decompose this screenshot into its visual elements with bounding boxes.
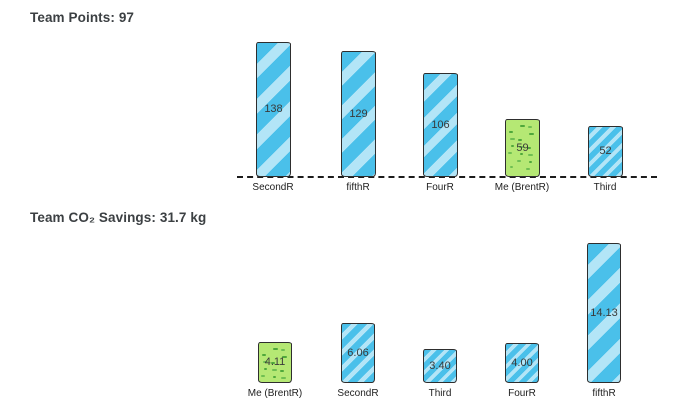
speckle-texture-mark [280,370,284,372]
x-axis-label-fifthr: fifthR [592,388,616,399]
x-axis-label-fourr: FourR [426,182,454,193]
speckle-texture-mark [281,377,286,379]
speckle-texture-mark [526,168,530,170]
bar-third: 52 [588,126,623,177]
x-axis-dashed-baseline [237,176,657,178]
speckle-texture-mark [264,368,267,370]
speckle-texture-mark [529,133,534,135]
speckle-texture-mark [520,153,523,155]
speckle-texture-mark [528,154,533,156]
bar-value-label: 14.13 [590,306,618,319]
bar-me-brentr-highlighted: 4.11 [258,342,292,383]
bar-value-label: 129 [349,107,368,120]
speckle-texture-mark [273,348,278,350]
speckle-texture-mark [281,349,285,351]
speckle-texture-mark [261,375,265,377]
speckle-texture-mark [509,131,513,133]
x-axis-label-me-brentr: Me (BrentR) [494,182,550,193]
speckle-texture-mark [529,161,532,163]
bar-fourr: 106 [423,73,458,177]
x-axis-label-me-brentr: Me (BrentR) [247,388,303,399]
bar-value-label: 4.11 [264,356,286,368]
speckle-texture-mark [510,138,515,140]
bar-value-label: 52 [599,145,612,157]
bar-value-label: 6.06 [347,346,369,359]
speckle-texture-mark [272,369,277,371]
x-axis-label-secondr: SecondR [252,182,294,193]
speckle-texture-mark [518,139,522,141]
bar-fifthr: 129 [341,51,376,177]
x-axis-label-fifthr: fifthR [346,182,370,193]
bar-me-brentr-highlighted: 59 [505,119,540,177]
speckle-texture-mark [282,356,287,358]
bar-secondr: 6.06 [341,323,375,383]
x-axis-label-third: Third [428,388,452,399]
x-axis-label-fourr: FourR [508,388,536,399]
bar-value-label: 59 [516,141,529,154]
team-co2-savings-bar-chart: 4.11 Me (BrentR) 6.06 SecondR 3.40 Third 4.00 F… [0,200,686,411]
bar-value-label: 4.00 [511,356,533,369]
bar-value-label: 138 [264,103,283,115]
speckle-texture-mark [527,147,531,149]
speckle-texture-mark [263,361,268,363]
bar-third: 3.40 [423,349,457,383]
speckle-texture-mark [510,166,513,168]
bar-fourr: 4.00 [505,343,539,383]
x-axis-label-third: Third [593,182,617,193]
speckle-texture-mark [262,354,266,356]
speckle-texture-mark [273,376,276,378]
speckle-texture-mark [511,145,514,147]
bar-secondr: 138 [256,42,291,177]
team-points-bar-chart: 138 SecondR 129 fifthR 106 FourR 59 Me (BrentR)… [0,0,686,200]
speckle-texture-mark [517,160,521,162]
bar-value-label: 3.40 [429,359,451,372]
x-axis-label-secondr: SecondR [337,388,379,399]
team-points-chart-title: Team Points: 97 [30,10,135,25]
bar-value-label: 106 [431,118,450,131]
speckle-texture-mark [528,126,532,128]
speckle-texture-mark [520,125,525,127]
speckle-texture-mark [271,362,275,364]
speckle-texture-mark [519,146,524,148]
bar-fifthr: 14.13 [587,243,621,383]
speckle-texture-mark [508,152,512,154]
team-co2-savings-chart-title: Team CO₂ Savings: 31.7 kg [30,210,207,225]
